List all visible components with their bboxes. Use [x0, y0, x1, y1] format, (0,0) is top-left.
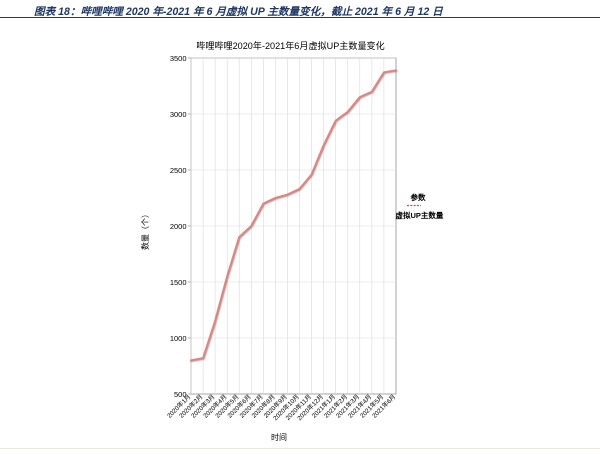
svg-text:1500: 1500	[170, 278, 187, 287]
svg-text:3500: 3500	[170, 54, 187, 63]
svg-text:哔哩哔哩2020年-2021年6月虚拟UP主数量变化: 哔哩哔哩2020年-2021年6月虚拟UP主数量变化	[196, 40, 385, 51]
svg-text:1000: 1000	[170, 334, 187, 343]
svg-text:3000: 3000	[170, 110, 187, 119]
svg-text:参数: 参数	[411, 192, 426, 202]
svg-text:2000: 2000	[170, 222, 187, 231]
svg-text:时间: 时间	[271, 432, 287, 442]
svg-text:虚拟UP主数量: 虚拟UP主数量	[396, 210, 444, 220]
svg-text:数量（个）: 数量（个）	[140, 210, 150, 250]
svg-text:2500: 2500	[170, 166, 187, 175]
